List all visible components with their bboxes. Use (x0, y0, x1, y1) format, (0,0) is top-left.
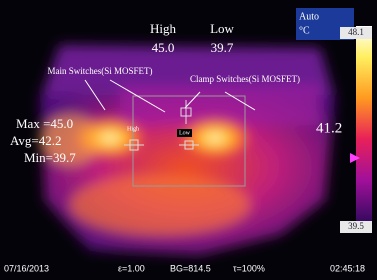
marker-high-label: High (127, 126, 139, 132)
scale-unit: °C (299, 25, 310, 36)
high-label: High (150, 21, 177, 36)
page: High Low 45.0 39.7 Main Switches(Si MOSF… (0, 0, 377, 280)
scale-min: 39.5 (348, 221, 364, 231)
main-switches-label: Main Switches(Si MOSFET) (47, 66, 152, 76)
footer-emissivity: ε=1.00 (118, 263, 145, 273)
scale-max: 48.1 (348, 27, 364, 37)
spot-value: 41.2 (316, 120, 342, 136)
stat-max: Max =45.0 (16, 116, 73, 131)
stat-avg: Avg=42.2 (10, 133, 62, 148)
high-value: 45.0 (152, 40, 175, 55)
stat-min: Min=39.7 (24, 150, 76, 165)
scale-mode: Auto (299, 11, 319, 22)
low-label: Low (210, 21, 234, 36)
color-scale-bar (356, 26, 372, 232)
footer-time: 02:45:18 (330, 263, 365, 273)
footer-background: BG=814.5 (170, 263, 211, 273)
thermal-screenshot: High Low 45.0 39.7 Main Switches(Si MOSF… (0, 0, 377, 280)
footer-transmission: τ=100% (233, 263, 265, 273)
marker-low-label: Low (179, 130, 191, 136)
footer-date: 07/16/2013 (4, 263, 49, 273)
clamp-switches-label: Clamp Switches(Si MOSFET) (190, 74, 300, 84)
low-value: 39.7 (211, 40, 234, 55)
